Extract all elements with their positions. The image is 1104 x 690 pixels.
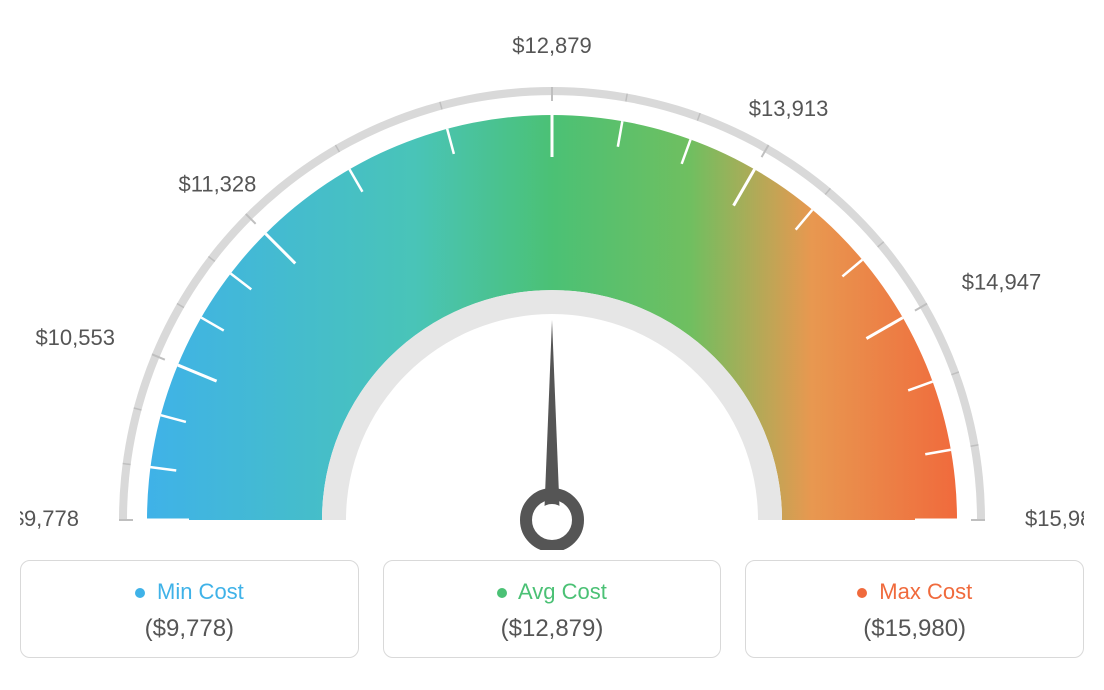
svg-text:$9,778: $9,778 (20, 506, 79, 531)
svg-text:$10,553: $10,553 (35, 325, 115, 350)
legend-min-title: Min Cost (31, 579, 348, 605)
svg-text:$14,947: $14,947 (962, 269, 1042, 294)
legend-max-label: Max Cost (879, 579, 972, 604)
legend-card-max: Max Cost ($15,980) (745, 560, 1084, 658)
legend-avg-title: Avg Cost (394, 579, 711, 605)
legend-avg-label: Avg Cost (518, 579, 607, 604)
svg-text:$13,913: $13,913 (749, 96, 829, 121)
legend-avg-value: ($12,879) (394, 615, 711, 643)
legend-row: Min Cost ($9,778) Avg Cost ($12,879) Max… (20, 560, 1084, 658)
legend-dot-avg (497, 588, 507, 598)
cost-gauge-chart: $9,778 $10,553 $11,328 $12,879 $13,913 $14,94… (20, 20, 1084, 550)
svg-text:$11,328: $11,328 (179, 171, 257, 196)
legend-max-value: ($15,980) (756, 615, 1073, 643)
legend-dot-max (857, 588, 867, 598)
legend-card-avg: Avg Cost ($12,879) (383, 560, 722, 658)
legend-min-value: ($9,778) (31, 615, 348, 643)
legend-card-min: Min Cost ($9,778) (20, 560, 359, 658)
legend-dot-min (135, 588, 145, 598)
legend-max-title: Max Cost (756, 579, 1073, 605)
svg-text:$15,980: $15,980 (1025, 506, 1084, 531)
svg-text:$12,879: $12,879 (512, 33, 592, 58)
legend-min-label: Min Cost (157, 579, 244, 604)
